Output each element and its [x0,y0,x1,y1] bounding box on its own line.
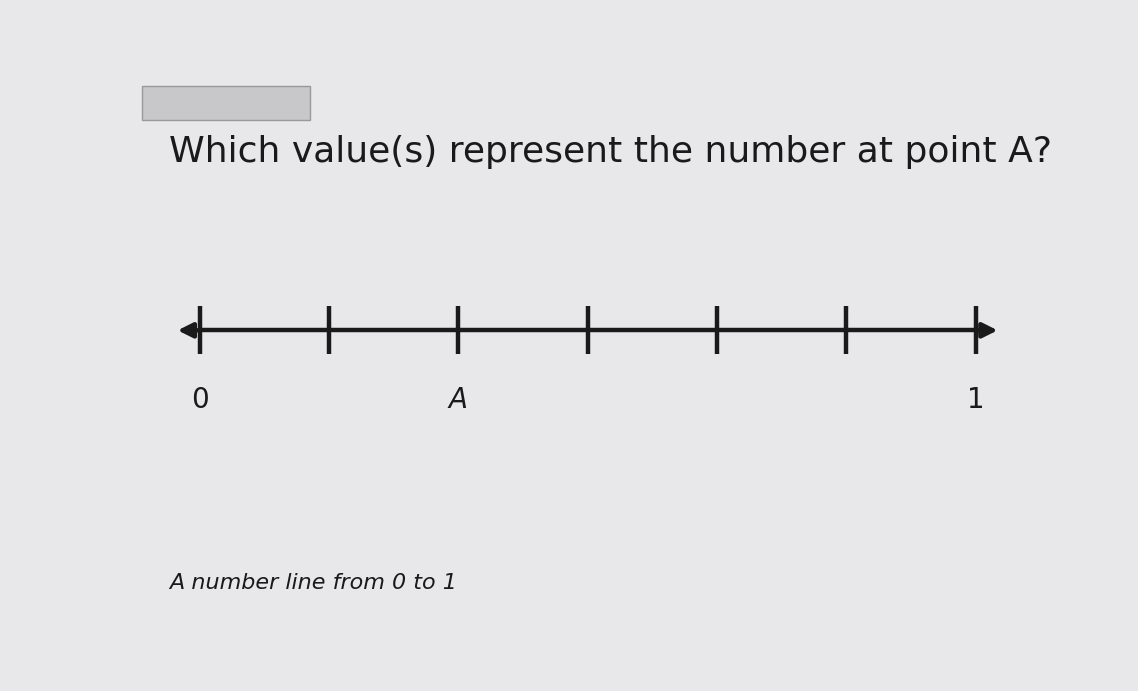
Text: A: A [448,386,468,414]
FancyBboxPatch shape [142,86,310,120]
Text: Which value(s) represent the number at point A?: Which value(s) represent the number at p… [168,135,1052,169]
Text: 0: 0 [191,386,208,414]
Text: 1: 1 [967,386,984,414]
Text: A number line from 0 to 1: A number line from 0 to 1 [168,573,456,593]
